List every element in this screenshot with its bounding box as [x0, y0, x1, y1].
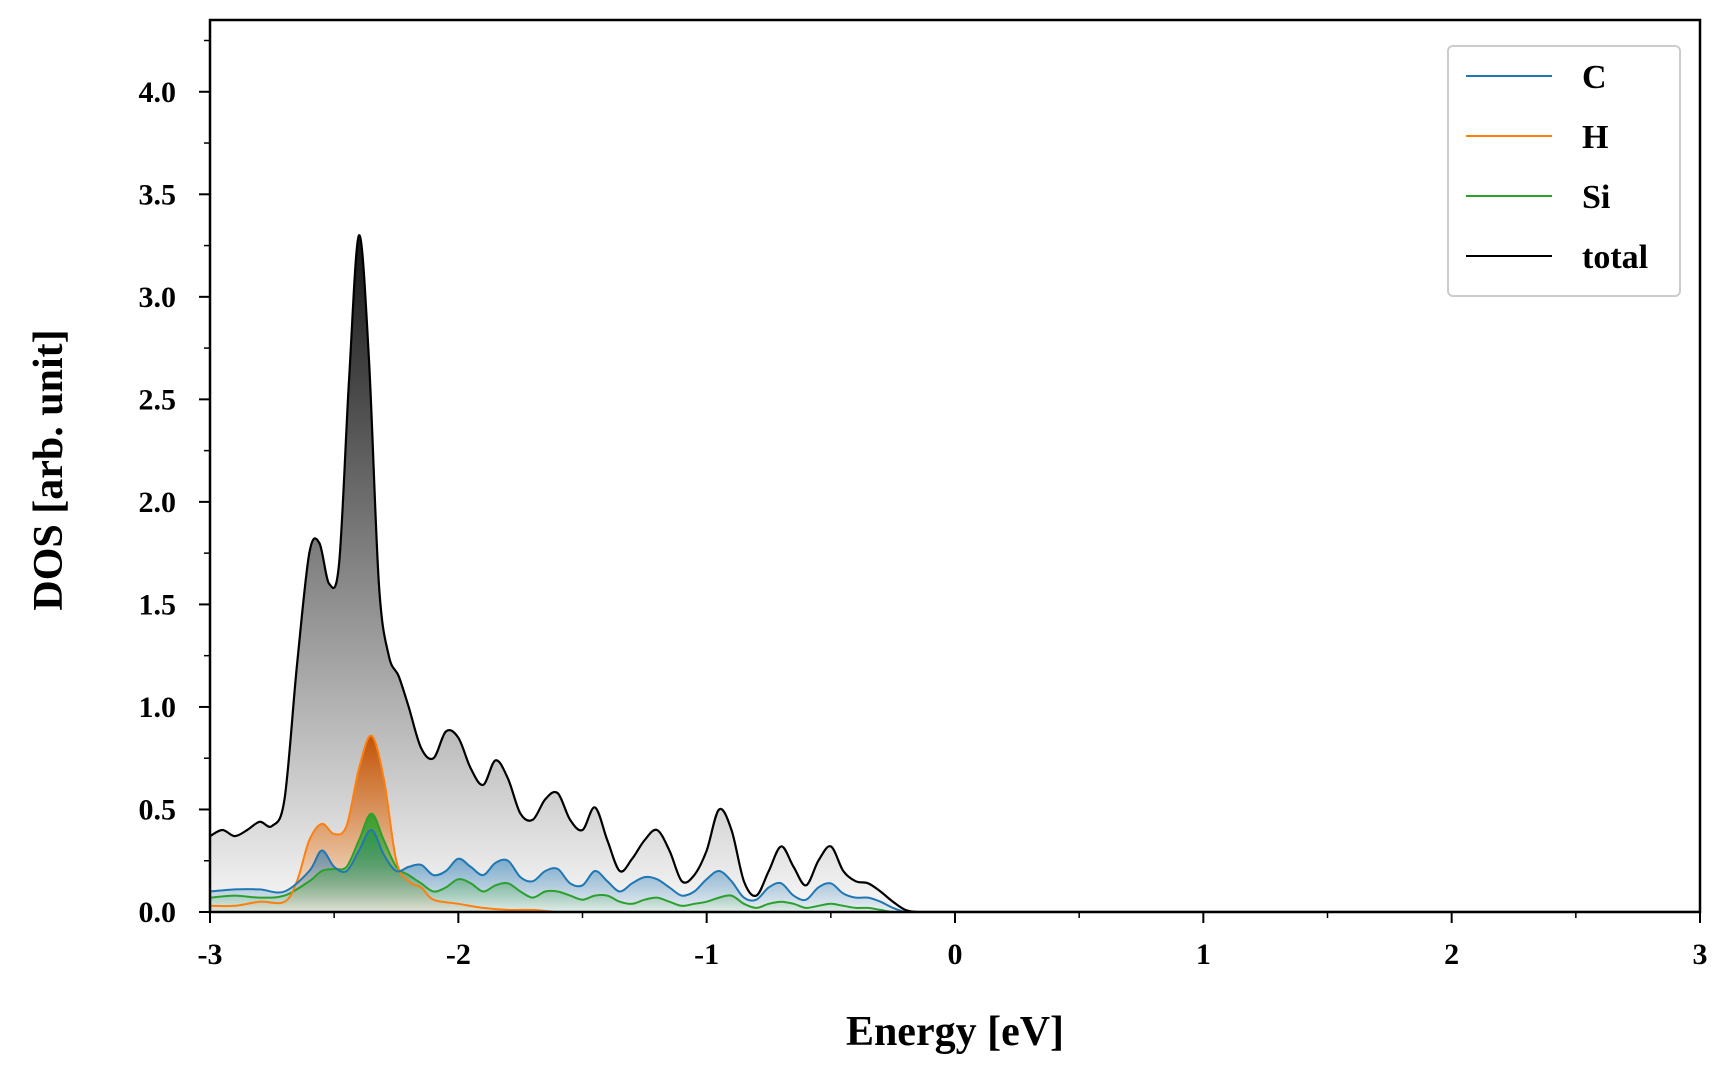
y-axis: 0.0 0.5 1.0 1.5 2.0 2.5 3.0 3.5 4.0 — [139, 39, 210, 929]
y-tick-label: 3.5 — [139, 178, 177, 211]
x-tick-label: 3 — [1693, 938, 1708, 971]
y-tick-label: 2.0 — [139, 486, 177, 519]
legend: CH Si total — [1447, 45, 1681, 297]
series-line-h — [210, 734, 1700, 912]
series-line-c — [210, 829, 1700, 912]
legend-label-h: H — [1582, 119, 1608, 156]
area-fill-si — [210, 813, 1700, 912]
legend-label-c: C — [1582, 59, 1607, 96]
x-tick-label: 1 — [1196, 938, 1211, 971]
x-tick-label: 0 — [948, 938, 963, 971]
y-tick-label: 1.0 — [139, 691, 177, 724]
legend-label-si: Si — [1582, 179, 1610, 216]
x-tick-label: 2 — [1444, 938, 1459, 971]
x-tick-label: -2 — [446, 938, 471, 971]
x-tick-label: -1 — [694, 938, 719, 971]
y-tick-label: 4.0 — [139, 76, 177, 109]
y-tick-label: 0.5 — [139, 793, 177, 826]
series-fills — [210, 235, 1700, 912]
x-axis: -3 -2 -1 0 1 2 3 — [198, 912, 1708, 971]
x-tick-label: -3 — [198, 938, 223, 971]
area-fill-total — [210, 235, 1700, 912]
y-tick-label: 2.5 — [139, 383, 177, 416]
series-lines — [210, 234, 1700, 912]
y-tick-label: 1.5 — [139, 588, 177, 621]
area-fill-c — [210, 829, 1700, 912]
y-tick-label: 0.0 — [139, 896, 177, 929]
series-line-total — [210, 234, 1700, 912]
legend-label-total: total — [1582, 239, 1648, 276]
series-line-si — [210, 812, 1700, 912]
y-tick-label: 3.0 — [139, 281, 177, 314]
x-axis-label: Energy [eV] — [846, 1009, 1064, 1055]
y-axis-label: DOS [arb. unit] — [26, 329, 72, 610]
legend-box — [1447, 45, 1681, 297]
